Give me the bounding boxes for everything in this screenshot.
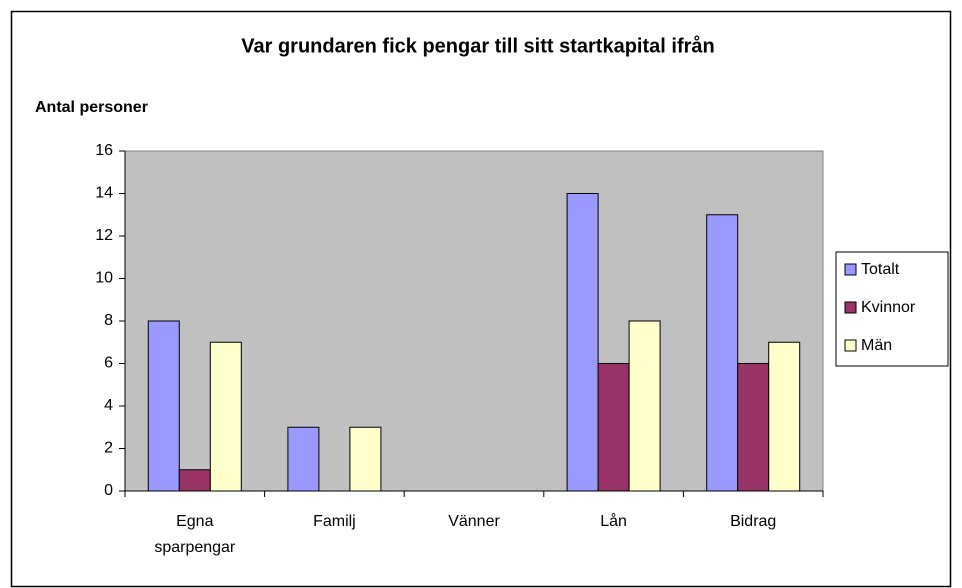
bar [209,341,242,492]
bar [706,214,739,492]
y-axis-title: Antal personer [35,99,148,116]
y-tick-label: 14 [95,185,113,202]
y-tick-label: 6 [104,355,113,372]
y-tick-label: 10 [95,270,113,287]
x-tick-label: Bidrag [730,513,776,530]
bar [768,341,801,492]
bar [287,426,320,492]
bar [147,320,180,492]
x-tick-label: Egna sparpengar [154,513,236,556]
legend-swatch [844,263,857,276]
legend-swatch [844,339,857,352]
chart-title: Var grundaren fick pengar till sitt star… [241,34,714,57]
bar [628,320,661,492]
y-tick-label: 0 [104,482,113,499]
x-tick-label: Familj [313,513,356,530]
legend-swatch [844,301,857,314]
bar [349,426,382,492]
legend-label: Män [861,337,892,354]
legend-label: Totalt [861,261,900,278]
y-tick-label: 8 [104,312,113,329]
y-tick-label: 4 [104,397,113,414]
x-tick-label: Vänner [448,513,500,530]
x-tick-label: Lån [600,512,627,530]
y-tick-label: 2 [104,440,113,457]
bar [597,363,630,492]
bar [178,469,211,492]
bar [566,193,599,492]
legend-label: Kvinnor [861,299,916,316]
bar [737,363,770,492]
y-tick-label: 12 [95,227,113,244]
y-tick-label: 16 [95,142,113,159]
